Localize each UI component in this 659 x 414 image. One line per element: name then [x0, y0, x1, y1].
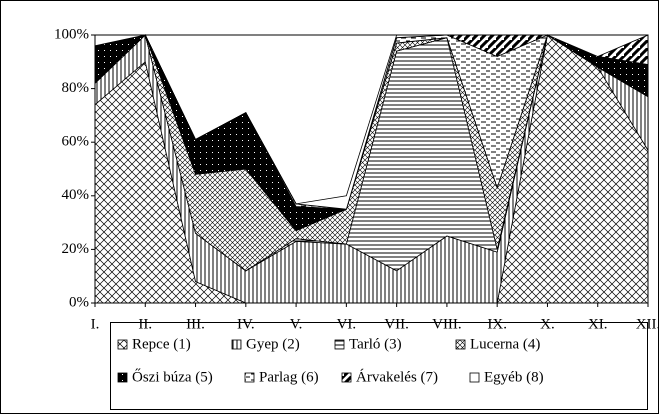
- legend-label: Lucerna (4): [470, 336, 540, 352]
- legend-box: [110, 322, 648, 410]
- legend-swatch: [469, 372, 480, 383]
- y-tick-label: 0%: [69, 294, 89, 310]
- x-tick-label: VII.: [384, 316, 409, 332]
- legend-swatch: [117, 339, 128, 350]
- legend-label: Parlag (6): [259, 369, 319, 385]
- x-tick-label: II.: [138, 316, 152, 332]
- legend-label: Repce (1): [132, 336, 191, 352]
- x-tick-label: VIII.: [432, 316, 462, 332]
- x-tick-label: V.: [290, 316, 303, 332]
- legend-label: Tarló (3): [349, 336, 402, 352]
- y-tick-label: 60%: [62, 134, 90, 150]
- legend-swatch: [231, 339, 242, 350]
- area: [94, 34, 649, 210]
- legend-swatch: [341, 372, 352, 383]
- legend-swatch: [455, 339, 466, 350]
- y-tick-label: 100%: [54, 26, 89, 42]
- x-tick-label: X.: [540, 316, 555, 332]
- x-tick-label: IV.: [237, 316, 255, 332]
- x-tick-label: III.: [186, 316, 205, 332]
- x-tick-label: IX.: [487, 316, 507, 332]
- plot-border: [94, 34, 649, 304]
- x-tick-label: VI.: [337, 316, 357, 332]
- legend-label: Egyéb (8): [484, 369, 544, 385]
- x-tick-label: I.: [91, 316, 100, 332]
- legend-swatch: [244, 372, 255, 383]
- x-tick-label: XII.: [636, 316, 659, 332]
- legend-swatch: [117, 372, 128, 383]
- legend-swatch: [334, 339, 345, 350]
- legend-label: Árvakelés (7): [356, 368, 438, 385]
- legend-label: Őszi búza (5): [132, 368, 213, 385]
- y-tick-label: 40%: [62, 187, 90, 203]
- x-tick-label: XI.: [588, 316, 608, 332]
- y-tick-label: 80%: [62, 80, 90, 96]
- legend-label: Gyep (2): [246, 336, 300, 352]
- y-tick-label: 20%: [62, 241, 90, 257]
